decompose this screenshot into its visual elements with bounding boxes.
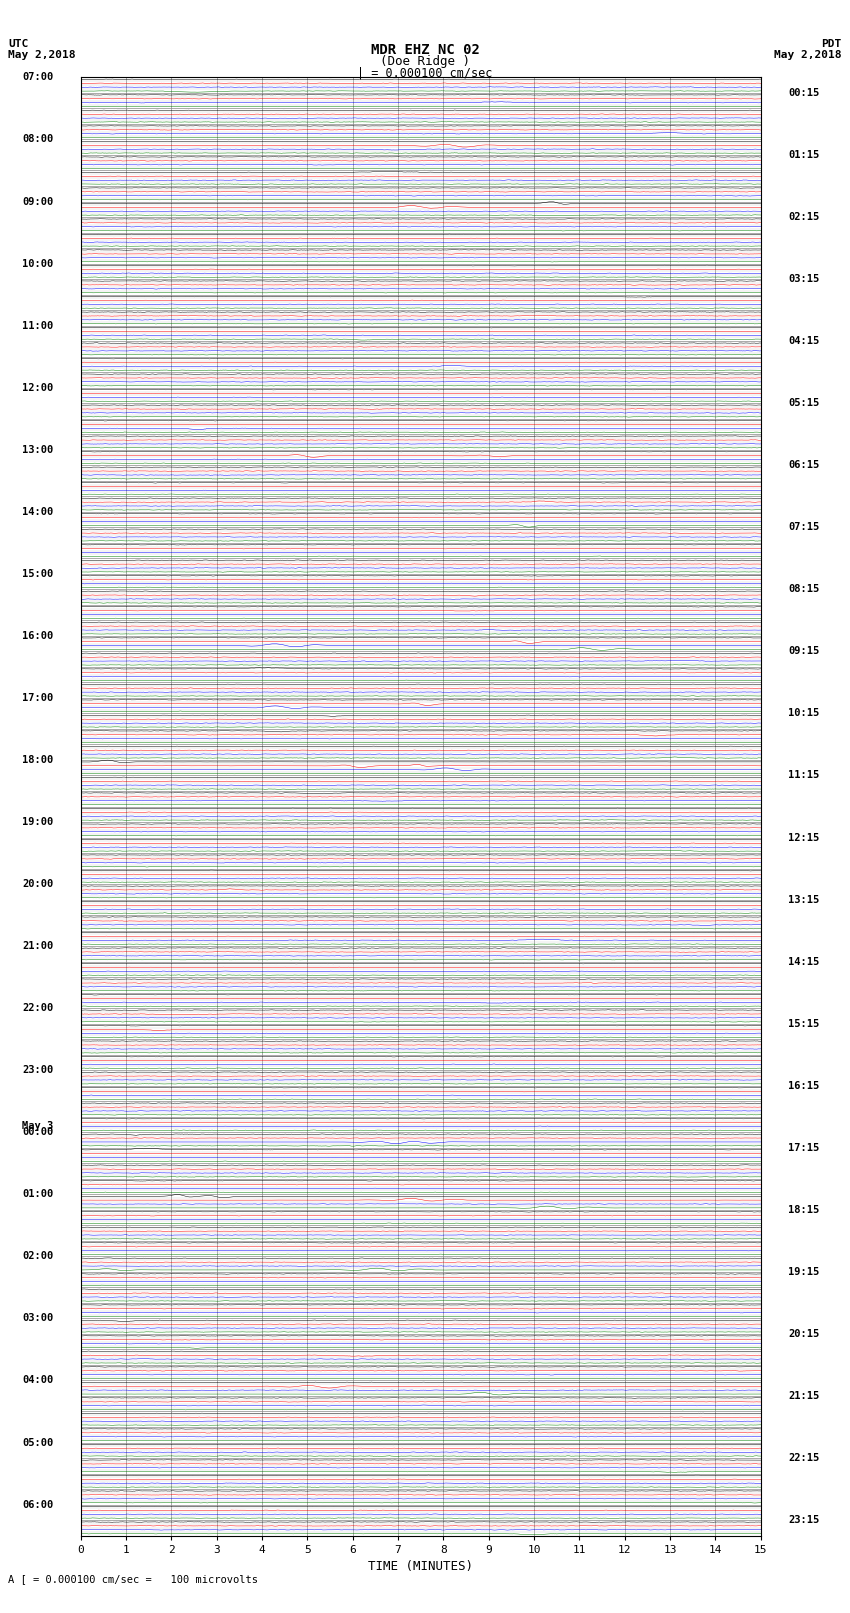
Text: 03:15: 03:15 <box>788 274 819 284</box>
Text: 17:15: 17:15 <box>788 1142 819 1153</box>
Text: 18:00: 18:00 <box>22 755 54 765</box>
Text: 07:15: 07:15 <box>788 523 819 532</box>
Text: 01:00: 01:00 <box>22 1189 54 1200</box>
Text: 09:00: 09:00 <box>22 197 54 206</box>
Text: MDR EHZ NC 02: MDR EHZ NC 02 <box>371 44 479 56</box>
Text: 23:15: 23:15 <box>788 1515 819 1524</box>
Text: 13:00: 13:00 <box>22 445 54 455</box>
Text: May 2,2018: May 2,2018 <box>774 50 842 60</box>
Text: May 3: May 3 <box>22 1121 54 1131</box>
Text: 11:15: 11:15 <box>788 771 819 781</box>
Text: (Doe Ridge ): (Doe Ridge ) <box>380 55 470 68</box>
Text: 21:00: 21:00 <box>22 940 54 952</box>
Text: 06:00: 06:00 <box>22 1500 54 1510</box>
Text: 07:00: 07:00 <box>22 73 54 82</box>
Text: 03:00: 03:00 <box>22 1313 54 1323</box>
Text: 08:15: 08:15 <box>788 584 819 594</box>
Text: 22:15: 22:15 <box>788 1453 819 1463</box>
Text: PDT: PDT <box>821 39 842 48</box>
Text: 16:00: 16:00 <box>22 631 54 640</box>
Text: 04:00: 04:00 <box>22 1376 54 1386</box>
Text: 19:00: 19:00 <box>22 818 54 827</box>
Text: 12:00: 12:00 <box>22 382 54 392</box>
Text: 20:15: 20:15 <box>788 1329 819 1339</box>
Text: 14:00: 14:00 <box>22 506 54 516</box>
Text: 19:15: 19:15 <box>788 1266 819 1277</box>
Text: 01:15: 01:15 <box>788 150 819 160</box>
Text: 05:00: 05:00 <box>22 1437 54 1447</box>
Text: 21:15: 21:15 <box>788 1390 819 1402</box>
Text: 13:15: 13:15 <box>788 895 819 905</box>
Text: 08:00: 08:00 <box>22 134 54 145</box>
Text: 16:15: 16:15 <box>788 1081 819 1090</box>
Text: 06:15: 06:15 <box>788 460 819 471</box>
Text: 22:00: 22:00 <box>22 1003 54 1013</box>
Text: UTC: UTC <box>8 39 29 48</box>
Text: 15:00: 15:00 <box>22 569 54 579</box>
Text: 17:00: 17:00 <box>22 694 54 703</box>
Text: 10:00: 10:00 <box>22 258 54 269</box>
Text: 00:15: 00:15 <box>788 89 819 98</box>
Text: May 2,2018: May 2,2018 <box>8 50 76 60</box>
Text: 04:15: 04:15 <box>788 336 819 347</box>
Text: | = 0.000100 cm/sec: | = 0.000100 cm/sec <box>357 66 493 81</box>
Text: 11:00: 11:00 <box>22 321 54 331</box>
Text: 00:00: 00:00 <box>22 1127 54 1137</box>
Text: 09:15: 09:15 <box>788 647 819 656</box>
Text: 10:15: 10:15 <box>788 708 819 718</box>
Text: 12:15: 12:15 <box>788 832 819 842</box>
Text: 15:15: 15:15 <box>788 1019 819 1029</box>
Text: A [ = 0.000100 cm/sec =   100 microvolts: A [ = 0.000100 cm/sec = 100 microvolts <box>8 1574 258 1584</box>
Text: 23:00: 23:00 <box>22 1065 54 1076</box>
Text: 02:15: 02:15 <box>788 211 819 223</box>
Text: 14:15: 14:15 <box>788 957 819 966</box>
Text: 20:00: 20:00 <box>22 879 54 889</box>
Text: 18:15: 18:15 <box>788 1205 819 1215</box>
Text: 02:00: 02:00 <box>22 1252 54 1261</box>
X-axis label: TIME (MINUTES): TIME (MINUTES) <box>368 1560 473 1573</box>
Text: 05:15: 05:15 <box>788 398 819 408</box>
